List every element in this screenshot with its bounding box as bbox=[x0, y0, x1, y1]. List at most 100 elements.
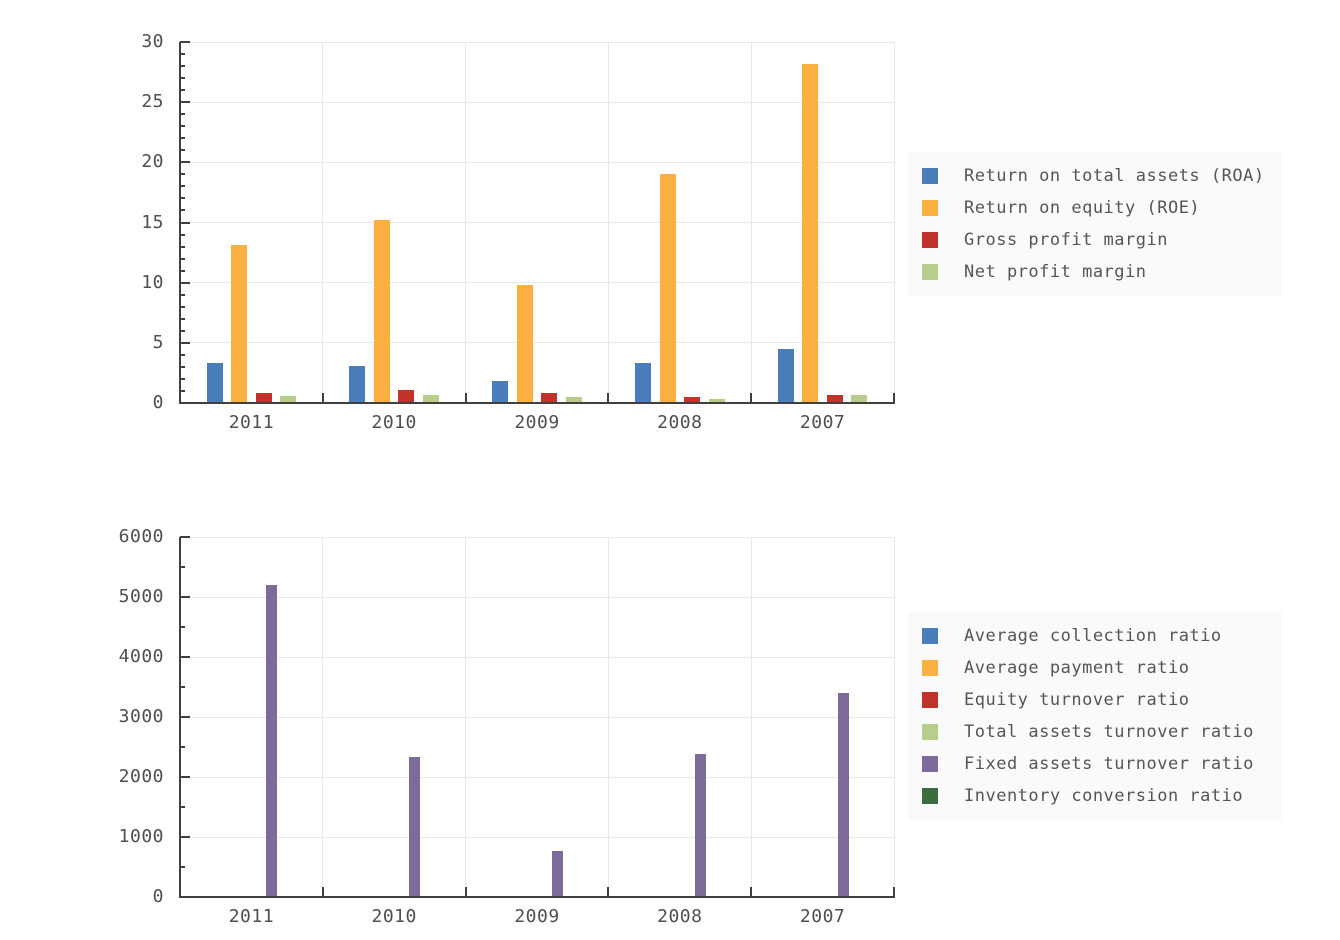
y-tick-label: 10 bbox=[141, 271, 164, 293]
x-tick bbox=[893, 887, 895, 896]
legend-label: Total assets turnover ratio bbox=[964, 722, 1254, 742]
x-axis-line bbox=[179, 402, 895, 404]
bar bbox=[826, 394, 843, 403]
gridline-v bbox=[607, 42, 609, 403]
y-minor-tick bbox=[180, 197, 185, 200]
y-minor-tick bbox=[180, 53, 185, 56]
x-tick-label: 2007 bbox=[799, 412, 846, 433]
y-major-tick bbox=[180, 221, 190, 224]
bar bbox=[409, 757, 421, 897]
x-tick-label: 2008 bbox=[657, 906, 703, 927]
y-minor-tick bbox=[180, 209, 185, 212]
y-minor-tick bbox=[180, 566, 185, 568]
legend-label: Fixed assets turnover ratio bbox=[964, 754, 1254, 774]
gridline-h bbox=[180, 536, 894, 538]
x-tick bbox=[750, 393, 753, 402]
y-minor-tick bbox=[180, 113, 185, 116]
y-tick-label: 5000 bbox=[118, 586, 164, 607]
bar bbox=[541, 393, 558, 403]
legend-label: Inventory conversion ratio bbox=[964, 786, 1244, 806]
legend-swatch bbox=[922, 724, 938, 740]
gridline-v bbox=[465, 537, 467, 897]
gridline-h bbox=[180, 836, 894, 838]
gridline-v bbox=[607, 537, 609, 897]
bar bbox=[659, 174, 676, 403]
x-tick-label: 2011 bbox=[228, 906, 275, 927]
x-tick bbox=[464, 887, 467, 896]
y-major-tick bbox=[180, 536, 190, 538]
y-major-tick bbox=[180, 656, 190, 658]
y-tick-label: 5 bbox=[152, 331, 164, 353]
legend: Average collection ratio Average payment … bbox=[908, 612, 1282, 820]
y-minor-tick bbox=[180, 746, 185, 748]
y-minor-tick bbox=[180, 377, 185, 380]
y-minor-tick bbox=[180, 866, 185, 868]
y-major-tick bbox=[180, 281, 190, 284]
legend-label: Return on total assets (ROA) bbox=[964, 166, 1265, 186]
legend-item: Fixed assets turnover ratio bbox=[922, 748, 1268, 780]
y-axis-line bbox=[179, 42, 181, 404]
y-minor-tick bbox=[180, 329, 185, 332]
y-major-tick bbox=[180, 341, 190, 344]
x-axis-line bbox=[179, 896, 895, 898]
x-tick-label: 2010 bbox=[371, 412, 417, 433]
gridline-h bbox=[180, 161, 894, 163]
y-minor-tick bbox=[180, 77, 185, 80]
y-major-tick bbox=[180, 716, 190, 718]
gridline-h bbox=[180, 776, 894, 778]
y-tick-label: 30 bbox=[141, 31, 164, 52]
legend-item: Equity turnover ratio bbox=[922, 684, 1268, 716]
bar bbox=[422, 395, 439, 403]
legend-label: Return on equity (ROE) bbox=[964, 198, 1201, 218]
y-minor-tick bbox=[180, 293, 185, 296]
bar bbox=[349, 365, 366, 403]
legend: Return on total assets (ROA) Return on eq… bbox=[908, 152, 1282, 296]
y-tick-label: 3000 bbox=[118, 706, 164, 727]
y-minor-tick bbox=[180, 185, 185, 188]
y-minor-tick bbox=[180, 686, 185, 688]
gridline-v bbox=[893, 42, 895, 403]
bar bbox=[684, 396, 701, 403]
gridline-h bbox=[180, 656, 894, 658]
y-axis-line bbox=[179, 537, 181, 898]
legend-swatch bbox=[922, 788, 938, 804]
y-minor-tick bbox=[180, 173, 185, 176]
gridline-h bbox=[180, 716, 894, 718]
bar bbox=[802, 63, 819, 403]
bar bbox=[280, 395, 297, 403]
x-tick bbox=[607, 393, 610, 402]
gridline-v bbox=[465, 42, 467, 403]
bar bbox=[635, 363, 652, 403]
x-tick-label: 2009 bbox=[514, 412, 560, 433]
gridline-v bbox=[322, 42, 324, 403]
y-minor-tick bbox=[180, 257, 185, 260]
y-minor-tick bbox=[180, 89, 185, 92]
y-major-tick bbox=[180, 776, 190, 778]
y-tick-label: 1000 bbox=[118, 826, 164, 847]
bar bbox=[777, 348, 794, 403]
y-minor-tick bbox=[180, 389, 185, 392]
legend-label: Gross profit margin bbox=[964, 230, 1168, 250]
legend-item: Net profit margin bbox=[922, 256, 1268, 288]
legend-item: Total assets turnover ratio bbox=[922, 716, 1268, 748]
y-tick-label: 4000 bbox=[118, 646, 164, 667]
legend-swatch bbox=[922, 660, 938, 676]
bar bbox=[552, 850, 564, 897]
y-minor-tick bbox=[180, 269, 185, 272]
x-tick bbox=[750, 887, 753, 896]
gridline-v bbox=[750, 537, 752, 897]
bar bbox=[373, 220, 390, 403]
y-major-tick bbox=[180, 101, 190, 104]
y-minor-tick bbox=[180, 353, 185, 356]
x-tick-label: 2007 bbox=[799, 906, 846, 927]
gridline-h bbox=[180, 41, 894, 43]
legend-swatch bbox=[922, 264, 938, 280]
bar bbox=[694, 753, 706, 897]
y-minor-tick bbox=[180, 137, 185, 140]
bar bbox=[851, 395, 868, 403]
y-tick-label: 6000 bbox=[118, 526, 164, 547]
bar bbox=[206, 363, 223, 403]
legend-label: Equity turnover ratio bbox=[964, 690, 1190, 710]
legend-swatch bbox=[922, 756, 938, 772]
